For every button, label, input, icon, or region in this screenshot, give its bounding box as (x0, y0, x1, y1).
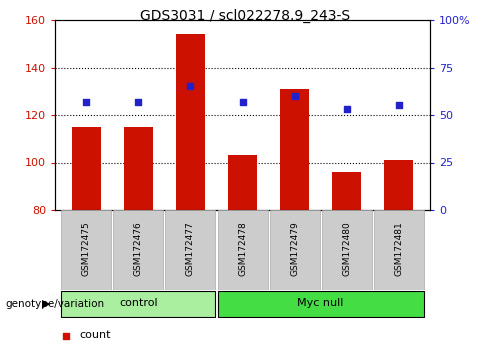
Text: GSM172479: GSM172479 (290, 221, 299, 276)
Bar (113, 210, 163, 290)
Point (82, 99, 90, 104)
Bar (270, 210, 319, 290)
Point (239, 99, 246, 104)
Text: GSM172480: GSM172480 (342, 221, 351, 276)
Text: GSM172475: GSM172475 (82, 221, 91, 276)
Bar (124, 127, 153, 210)
Bar (374, 210, 424, 290)
Bar (218, 210, 268, 290)
Point (291, 93, 298, 99)
Bar (166, 210, 216, 290)
Text: GSM172477: GSM172477 (186, 221, 195, 276)
Bar (321, 210, 372, 290)
Text: GSM172481: GSM172481 (394, 221, 403, 276)
Bar (72, 127, 100, 210)
Text: Myc null: Myc null (297, 298, 344, 308)
Bar (176, 34, 205, 210)
Text: GDS3031 / scl022278.9_243-S: GDS3031 / scl022278.9_243-S (140, 9, 350, 23)
Point (134, 99, 142, 104)
Point (343, 107, 350, 112)
Bar (228, 155, 257, 210)
Text: GSM172478: GSM172478 (238, 221, 247, 276)
Text: count: count (79, 331, 111, 341)
Point (395, 103, 403, 108)
Bar (385, 160, 413, 210)
Text: GSM172476: GSM172476 (134, 221, 143, 276)
Bar (280, 89, 309, 210)
Point (62, 333, 70, 338)
Bar (218, 291, 424, 316)
Bar (332, 172, 361, 210)
Point (187, 84, 195, 89)
Text: control: control (119, 298, 158, 308)
Bar (61, 291, 216, 316)
Text: genotype/variation: genotype/variation (5, 299, 104, 309)
Text: ▶: ▶ (42, 299, 50, 309)
Bar (61, 210, 111, 290)
